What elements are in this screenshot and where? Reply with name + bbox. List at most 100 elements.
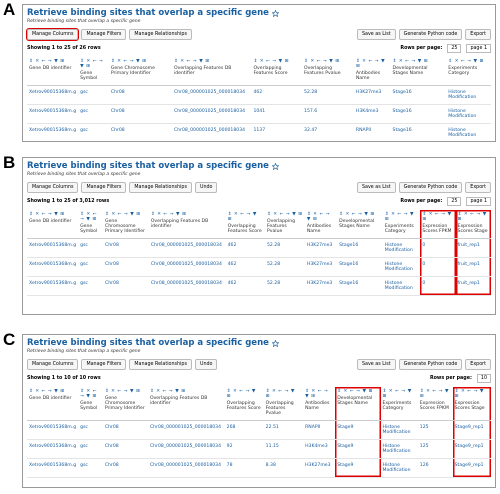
column-header: ⇕ ✕ ← → ▼ ⊞ Experiments Category [380, 387, 418, 421]
title-text: Retrieve binding sites that overlap a sp… [27, 338, 269, 348]
column-tools[interactable]: ⇕ ✕ ← → ▼ ⊞ [457, 212, 487, 222]
table-cell: gsc [78, 123, 109, 141]
column-header: ⇕ ✕ ← → ▼ ⊞ Gene Symbol [78, 210, 104, 239]
toolbar-button[interactable]: Export [465, 359, 491, 370]
column-header: ⇕ ✕ ← → ▼ ⊞ Gene DB identifier [27, 57, 79, 86]
row-count: Showing 1 to 25 of 26 rows [27, 46, 101, 51]
column-tools[interactable]: ⇕ ✕ ← → ▼ ⊞ [173, 59, 210, 64]
table-cell: Histone Modification [380, 439, 418, 459]
column-tools[interactable]: ⇕ ✕ ← → ▼ ⊞ [227, 212, 257, 222]
toolbar-button[interactable]: Manage Filters [81, 182, 127, 193]
column-tools[interactable]: ⇕ ✕ ← → ▼ ⊞ [110, 59, 147, 64]
table-cell: 0 [420, 257, 456, 277]
pager[interactable]: page 1 [466, 44, 491, 53]
table-cell: Histone Modification [382, 238, 421, 258]
column-header: ⇕ ✕ ← → ▼ ⊞ Gene DB identifier [27, 210, 79, 239]
column-tools[interactable]: ⇕ ✕ ← → ▼ ⊞ [419, 389, 450, 399]
toolbar-button[interactable]: Manage Columns [27, 182, 79, 193]
toolbar-button[interactable]: Export [465, 182, 491, 193]
column-tools[interactable]: ⇕ ✕ ← → ▼ ⊞ [382, 389, 412, 399]
toolbar-button[interactable]: Undo [194, 182, 218, 193]
table-cell: H3K27me3 [303, 458, 336, 478]
column-tools[interactable]: ⇕ ✕ ← → ▼ ⊞ [29, 389, 65, 394]
column-tools[interactable]: ⇕ ✕ ← → ▼ ⊞ [266, 212, 303, 217]
column-tools[interactable]: ⇕ ✕ ← → ▼ ⊞ [80, 389, 98, 399]
column-header: ⇕ ✕ ← → ▼ ⊞ Overlapping Features DB ident… [148, 210, 226, 239]
column-tools[interactable]: ⇕ ✕ ← → ▼ ⊞ [29, 59, 65, 64]
toolbar-button[interactable]: Export [465, 29, 491, 40]
row-count: Showing 1 to 10 of 10 rows [27, 376, 101, 381]
rows-per-page-select[interactable]: 25 [447, 197, 462, 206]
column-tools[interactable]: ⇕ ✕ ← → ▼ ⊞ [150, 212, 187, 217]
table-cell: H3K27me3 [304, 257, 338, 277]
rows-per-page-select[interactable]: 25 [447, 44, 462, 53]
column-tools[interactable]: ⇕ ✕ ← → ▼ ⊞ [454, 389, 484, 399]
toolbar-button[interactable]: Manage Filters [81, 29, 127, 40]
table-cell: gsc [78, 257, 104, 277]
column-tools[interactable]: ⇕ ✕ ← → ▼ ⊞ [339, 212, 375, 217]
column-tools[interactable]: ⇕ ✕ ← → ▼ ⊞ [392, 59, 429, 64]
column-tools[interactable]: ⇕ ✕ ← → ▼ ⊞ [448, 59, 484, 64]
column-tools[interactable]: ⇕ ✕ ← → ▼ ⊞ [226, 389, 256, 399]
column-tools[interactable]: ⇕ ✕ ← → ▼ ⊞ [105, 212, 141, 217]
favorite-star[interactable] [271, 162, 279, 170]
pager[interactable]: page 1 [466, 197, 491, 206]
column-tools[interactable]: ⇕ ✕ ← → ▼ ⊞ [355, 59, 386, 69]
toolbar-button[interactable]: Save as List [356, 182, 396, 193]
column-tools[interactable]: ⇕ ✕ ← → ▼ ⊞ [253, 59, 290, 64]
toolbar-button[interactable]: Manage Filters [81, 359, 127, 370]
table-info: Showing 1 to 10 of 10 rows Rows per page:… [27, 374, 491, 383]
toolbar-button[interactable]: Save as List [356, 29, 396, 40]
column-header: ⇕ ✕ ← → ▼ ⊞ Expression Scores Stage [452, 387, 491, 421]
toolbar-button[interactable]: Generate Python code [398, 182, 463, 193]
column-tools[interactable]: ⇕ ✕ ← → ▼ ⊞ [29, 212, 65, 217]
toolbar-button[interactable]: Manage Relationships [129, 29, 192, 40]
table-cell: Xetrov90015368m.g [27, 104, 79, 124]
table-cell: gsc [78, 458, 103, 478]
table-cell: Chr08 [108, 85, 172, 105]
table-head: ⇕ ✕ ← → ▼ ⊞ Gene DB identifier ⇕ ✕ ← → ▼ ⊞… [27, 210, 491, 239]
favorite-star[interactable] [271, 9, 279, 17]
toolbar-button[interactable]: Manage Relationships [129, 359, 192, 370]
column-tools[interactable]: ⇕ ✕ ← → ▼ ⊞ [304, 59, 340, 64]
toolbar-button[interactable]: Manage Columns [25, 28, 80, 41]
toolbar-button[interactable]: Undo [194, 359, 218, 370]
column-tools[interactable]: ⇕ ✕ ← → ▼ ⊞ [337, 389, 373, 394]
toolbar-button[interactable]: Manage Columns [27, 359, 79, 370]
rows-per-page-select[interactable]: 10 [476, 374, 491, 383]
table-cell: Histone Modification [382, 257, 421, 277]
column-tools[interactable]: ⇕ ✕ ← → ▼ ⊞ [80, 212, 98, 222]
column-tools[interactable]: ⇕ ✕ ← → ▼ ⊞ [149, 389, 186, 394]
toolbar-button[interactable]: Save as List [356, 359, 396, 370]
table-cell: 462 [251, 85, 303, 105]
column-header: ⇕ ✕ ← → ▼ ⊞ Experiments Category [382, 210, 421, 239]
toolbar-button[interactable]: Generate Python code [398, 359, 463, 370]
toolbar: Manage Columns Manage Filters Manage Relat… [27, 359, 491, 370]
column-label: Expression Scores Stage [454, 401, 485, 411]
table-cell: fruit_rep1 [455, 257, 491, 277]
toolbar-button[interactable]: Generate Python code [398, 29, 463, 40]
column-tools[interactable]: ⇕ ✕ ← → ▼ ⊞ [384, 212, 415, 222]
column-tools[interactable]: ⇕ ✕ ← → ▼ ⊞ [104, 389, 141, 394]
table-cell: 8.38 [263, 458, 304, 478]
column-tools[interactable]: ⇕ ✕ ← → ▼ ⊞ [80, 59, 104, 69]
column-label: Developmental Stages Name [339, 219, 375, 229]
column-label: Overlapping Features Pvalue [304, 66, 341, 76]
results-table: ⇕ ✕ ← → ▼ ⊞ Gene DB identifier ⇕ ✕ ← → ▼ ⊞… [27, 387, 491, 478]
column-tools[interactable]: ⇕ ✕ ← → ▼ ⊞ [305, 389, 329, 399]
column-label: Overlapping Features Score [253, 66, 288, 76]
column-tools[interactable]: ⇕ ✕ ← → ▼ ⊞ [422, 212, 452, 222]
favorite-star[interactable] [271, 339, 279, 347]
table-cell: Stage9_rep1 [452, 420, 491, 440]
column-header: ⇕ ✕ ← → ▼ ⊞ Gene Symbol [78, 57, 109, 86]
column-tools[interactable]: ⇕ ✕ ← → ▼ ⊞ [306, 212, 331, 222]
column-label: Antibodies Name [305, 401, 330, 411]
panel-frame: Retrieve binding sites that overlap a sp… [22, 4, 496, 142]
column-label: Overlapping Features DB identifier [173, 66, 232, 76]
results-table: ⇕ ✕ ← → ▼ ⊞ Gene DB identifier ⇕ ✕ ← → ▼ ⊞… [27, 210, 491, 296]
table-cell: Xetrov90015368m.g [27, 85, 79, 105]
column-label: Expression Scores FPKM [422, 224, 452, 234]
toolbar-button[interactable]: Manage Relationships [129, 182, 192, 193]
column-tools[interactable]: ⇕ ✕ ← → ▼ ⊞ [265, 389, 295, 399]
table-cell: H3K4me3 [353, 104, 391, 124]
